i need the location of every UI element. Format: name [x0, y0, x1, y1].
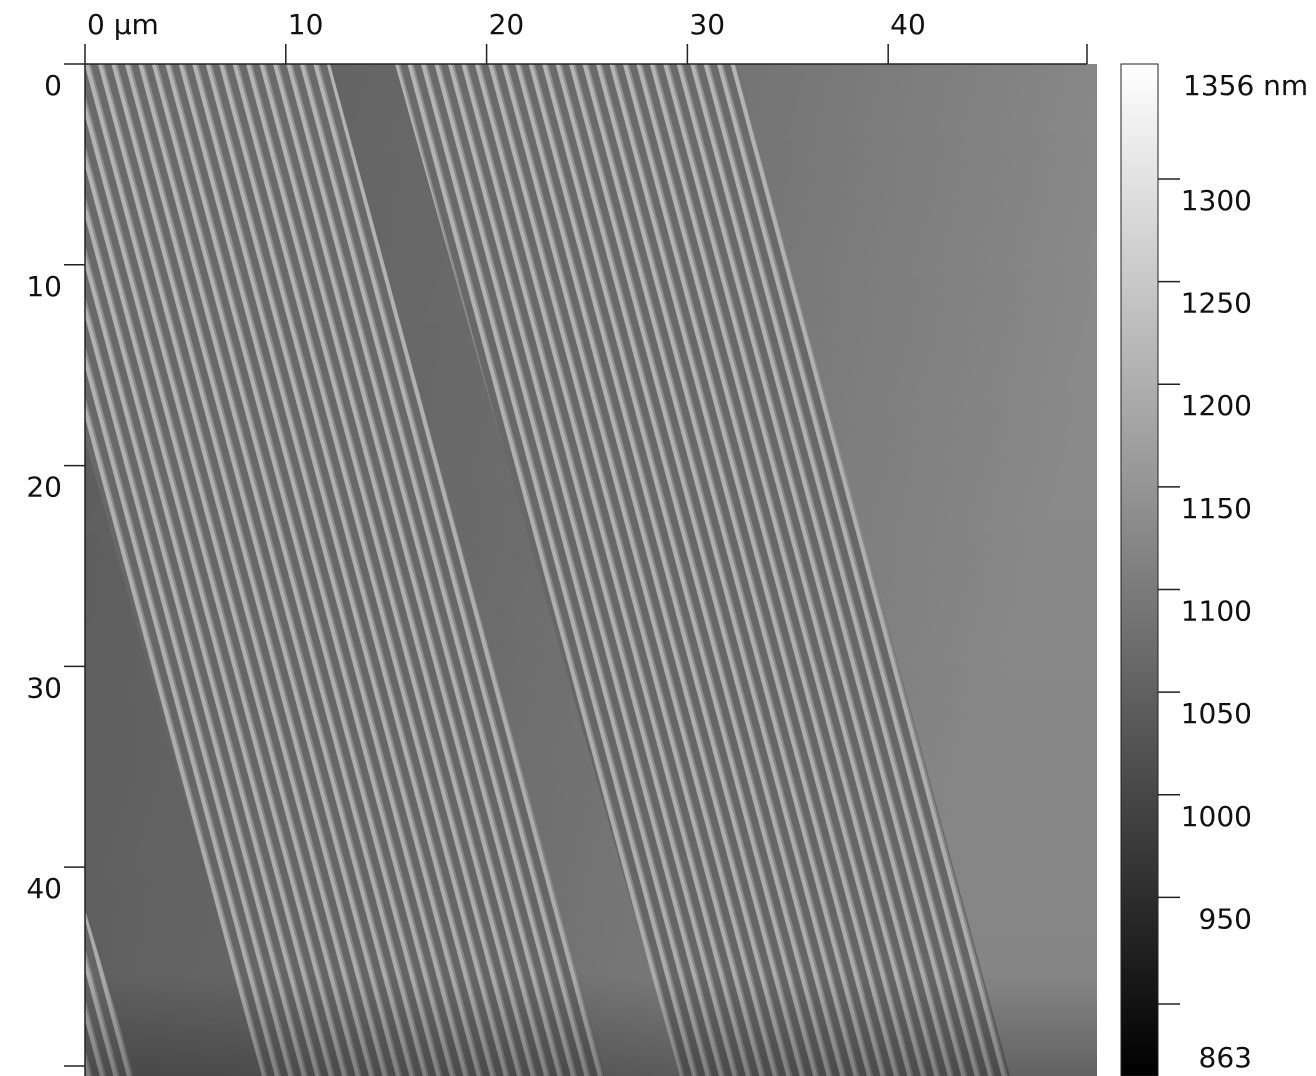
y-tick-label: 20	[26, 471, 62, 504]
x-tick-label: 10	[288, 8, 324, 41]
height-map	[85, 64, 1097, 1076]
colorbar-label: 1300	[1181, 184, 1252, 217]
colorbar-label: 1050	[1181, 697, 1252, 730]
colorbar-label: 1000	[1181, 800, 1252, 833]
colorbar-label: 950	[1199, 902, 1252, 935]
y-tick-label: 10	[26, 270, 62, 303]
colorbar-label: 863	[1199, 1041, 1252, 1074]
colorbar-label: 1250	[1181, 287, 1252, 320]
colorbar-label: 1356 nm	[1183, 69, 1308, 102]
colorbar-label: 1100	[1181, 595, 1252, 628]
x-tick-label: 0 µm	[87, 8, 159, 41]
x-tick-label: 40	[890, 8, 926, 41]
x-tick-label: 20	[489, 8, 525, 41]
x-tick-label: 30	[689, 8, 725, 41]
colorbar	[1120, 63, 1159, 1076]
colorbar-label: 1200	[1181, 389, 1252, 422]
colorbar-label: 1150	[1181, 492, 1252, 525]
y-tick-label: 40	[26, 872, 62, 905]
y-tick-label: 0	[44, 69, 62, 102]
y-tick-label: 30	[26, 671, 62, 704]
